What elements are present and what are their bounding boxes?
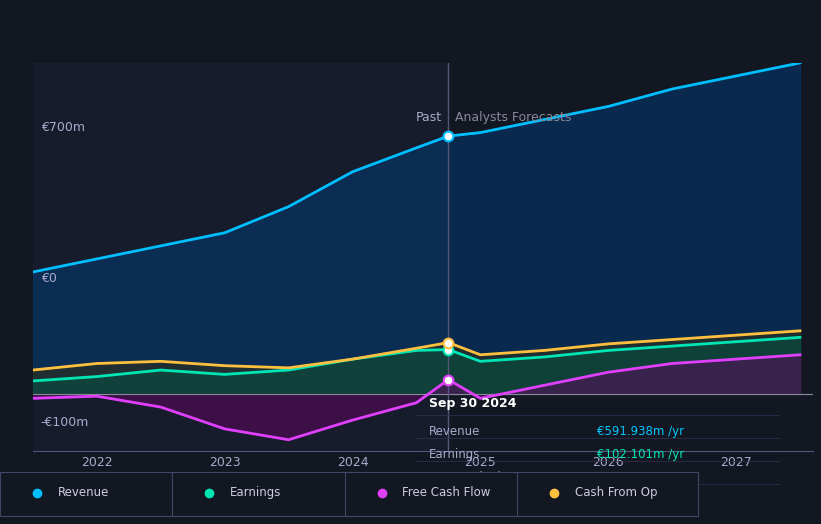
Text: Free Cash Flow: Free Cash Flow xyxy=(429,471,517,484)
Text: Past: Past xyxy=(416,111,442,124)
Text: Cash From Op: Cash From Op xyxy=(575,486,657,499)
Text: Analysts Forecasts: Analysts Forecasts xyxy=(455,111,571,124)
FancyBboxPatch shape xyxy=(0,473,181,516)
FancyBboxPatch shape xyxy=(345,473,525,516)
Text: Earnings: Earnings xyxy=(429,448,480,461)
Text: €118.099m /yr: €118.099m /yr xyxy=(598,494,685,507)
Text: €700m: €700m xyxy=(41,121,85,134)
Text: Revenue: Revenue xyxy=(429,425,480,438)
Text: Revenue: Revenue xyxy=(57,486,109,499)
Text: -€100m: -€100m xyxy=(41,416,89,429)
Text: Free Cash Flow: Free Cash Flow xyxy=(402,486,491,499)
Text: Earnings: Earnings xyxy=(230,486,282,499)
Text: €102.101m /yr: €102.101m /yr xyxy=(598,448,685,461)
Text: €0: €0 xyxy=(41,272,57,285)
Text: Cash From Op: Cash From Op xyxy=(429,494,511,507)
Text: €591.938m /yr: €591.938m /yr xyxy=(598,425,685,438)
Text: Sep 30 2024: Sep 30 2024 xyxy=(429,397,516,410)
FancyBboxPatch shape xyxy=(172,473,353,516)
Bar xyxy=(448,63,813,451)
FancyBboxPatch shape xyxy=(517,473,698,516)
Bar xyxy=(33,63,448,451)
Text: €32.733m /yr: €32.733m /yr xyxy=(598,471,677,484)
